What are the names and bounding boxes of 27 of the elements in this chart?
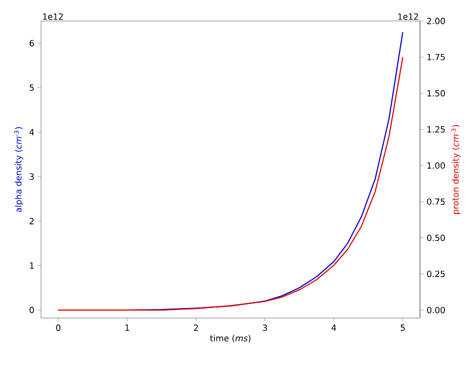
x-tick-label: 1: [125, 324, 130, 331]
y-tick-label: 3: [30, 173, 34, 180]
y-tick-label: 6: [30, 40, 34, 46]
y2-tick-label: 1.00: [427, 162, 445, 169]
y-tick-label: 0: [30, 306, 34, 314]
y2-tick-label: 0.75: [427, 198, 445, 205]
y2-tick-label: 0.25: [427, 270, 445, 278]
y2-tick-label: 1.25: [427, 126, 445, 133]
x-tick-label: 3: [262, 324, 267, 331]
x-tick-label: 0: [56, 324, 60, 331]
y2-tick-label: 0.50: [427, 234, 445, 242]
x-tick-label: 5: [400, 324, 405, 331]
y2-axis-title: proton density (cm$^{-3}$): [451, 125, 460, 214]
y2-tick-label: 1.75: [427, 54, 445, 60]
text: 1e12: [398, 13, 418, 20]
y-tick-label: 2: [30, 218, 34, 224]
x-axis-title: time (ms): [210, 334, 250, 342]
y2-tick-label: 0.00: [427, 306, 445, 314]
y2-tick-label: 2.00: [427, 18, 445, 24]
y2-tick-label: 1.50: [427, 90, 445, 96]
y-tick-label: 5: [30, 84, 34, 91]
x-tick-label: 2: [194, 324, 198, 331]
y-axis-title: alpha density (cm$^{-3}$): [14, 127, 24, 212]
y-tick-label: 4: [29, 129, 34, 136]
y-tick-label: 1: [30, 262, 34, 269]
x-tick-label: 4: [332, 324, 336, 331]
text: 1e12: [43, 13, 63, 20]
